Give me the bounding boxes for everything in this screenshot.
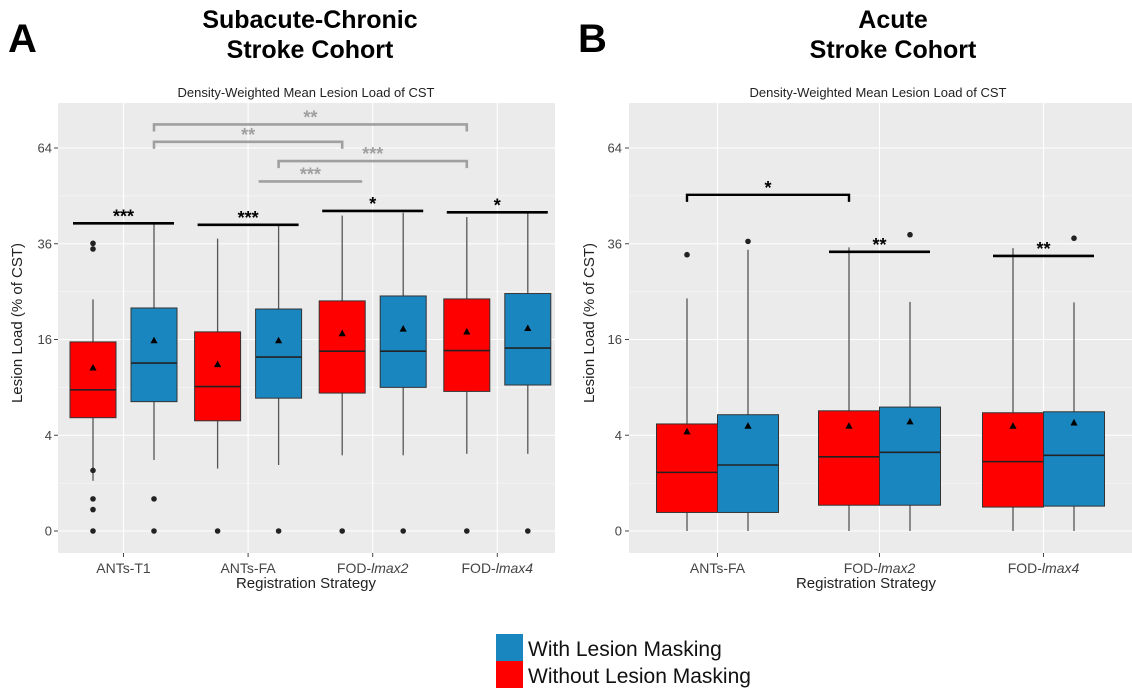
y-tick-label-a: 64 xyxy=(38,141,52,156)
significance-label: ** xyxy=(1036,239,1050,259)
significance-label: * xyxy=(494,195,501,215)
outlier-point xyxy=(1071,235,1077,242)
box-with xyxy=(130,307,178,403)
outlier-point xyxy=(400,528,407,534)
outlier-point xyxy=(151,496,157,502)
box-with xyxy=(717,414,779,513)
mean-marker xyxy=(275,336,283,344)
mean-marker xyxy=(463,327,471,335)
x-tick-label-b: FOD-lmax2 xyxy=(844,560,916,576)
mean-marker xyxy=(89,363,97,371)
outlier-point xyxy=(90,467,96,474)
outlier-point xyxy=(90,240,96,247)
legend-swatch-with xyxy=(496,634,523,661)
plot-title-b: Density-Weighted Mean Lesion Load of CST xyxy=(749,85,1006,100)
mean-marker xyxy=(683,427,691,435)
panel-a: A Subacute-Chronic Stroke Cohort Density… xyxy=(8,6,555,592)
box-with xyxy=(255,308,303,399)
panel-b: B Acute Stroke Cohort Density-Weighted M… xyxy=(578,6,1132,592)
significance-label: *** xyxy=(238,208,259,228)
x-tick-label-b: ANTs-FA xyxy=(690,560,746,576)
y-tick-label-a: 36 xyxy=(38,236,52,251)
box-without xyxy=(443,298,491,392)
mean-marker xyxy=(399,325,407,332)
y-axis-title-b: Lesion Load (% of CST) xyxy=(581,243,598,403)
outlier-point xyxy=(525,528,531,534)
y-tick-label-a: 0 xyxy=(45,524,52,539)
mean-marker xyxy=(906,417,914,425)
cohort-title-a-line1: Subacute-Chronic xyxy=(202,6,417,34)
mean-marker xyxy=(1009,422,1017,429)
significance-bracket xyxy=(152,123,469,132)
mean-marker xyxy=(845,422,853,429)
outlier-point xyxy=(745,238,751,245)
significance-label: *** xyxy=(113,206,134,226)
mean-marker xyxy=(150,336,158,344)
box-without xyxy=(318,300,366,394)
outlier-point xyxy=(90,496,96,502)
x-tick-label-a: ANTs-FA xyxy=(220,560,276,576)
panel-letter-b: B xyxy=(578,17,607,61)
box-without xyxy=(69,341,117,419)
outlier-point xyxy=(464,528,470,534)
significance-bracket xyxy=(277,159,469,169)
y-tick-label-b: 0 xyxy=(615,524,622,539)
significance-label: ** xyxy=(872,235,886,255)
significance-label: *** xyxy=(362,144,383,164)
mean-marker xyxy=(524,324,532,332)
box-without xyxy=(194,331,242,422)
x-axis-title-b: Registration Strategy xyxy=(796,575,937,592)
significance-label: ** xyxy=(303,107,317,127)
legend-label-with: With Lesion Masking xyxy=(528,638,722,661)
x-tick-label-a: ANTs-T1 xyxy=(96,560,151,576)
significance-label: ** xyxy=(241,125,255,145)
outlier-point xyxy=(151,528,157,534)
legend-label-without: Without Lesion Masking xyxy=(528,665,751,688)
mean-marker xyxy=(214,360,222,368)
outlier-point xyxy=(214,528,221,534)
y-tick-label-b: 16 xyxy=(608,332,622,347)
box-with xyxy=(504,293,552,386)
x-tick-label-a: FOD-lmax4 xyxy=(462,560,534,576)
outlier-point xyxy=(339,528,346,534)
legend-swatch-without xyxy=(496,661,523,688)
y-tick-label-b: 36 xyxy=(608,236,622,251)
significance-label: *** xyxy=(300,164,321,184)
significance-label: * xyxy=(764,178,771,198)
significance-label: * xyxy=(369,194,376,214)
plot-title-a: Density-Weighted Mean Lesion Load of CST xyxy=(177,85,434,100)
outlier-point xyxy=(907,231,913,238)
mean-marker xyxy=(1070,418,1078,426)
x-tick-label-b: FOD-lmax4 xyxy=(1008,560,1080,576)
panel-letter-a: A xyxy=(8,17,37,61)
outlier-point xyxy=(275,528,282,534)
outlier-point xyxy=(90,246,96,252)
cohort-title-b-line2: Stroke Cohort xyxy=(810,36,977,64)
box-with xyxy=(1043,411,1105,507)
significance-bracket xyxy=(152,140,344,149)
box-without xyxy=(656,423,718,513)
y-tick-label-b: 4 xyxy=(615,428,622,443)
y-tick-label-a: 16 xyxy=(38,332,52,347)
x-tick-label-a: FOD-lmax2 xyxy=(337,560,409,576)
cohort-title-b-line1: Acute xyxy=(858,6,928,34)
x-axis-title-a: Registration Strategy xyxy=(236,575,377,592)
mean-marker xyxy=(744,422,752,429)
outlier-point xyxy=(90,506,96,513)
y-axis-title-a: Lesion Load (% of CST) xyxy=(9,243,26,403)
significance-bracket xyxy=(685,193,851,202)
mean-marker xyxy=(338,329,346,337)
y-tick-label-b: 64 xyxy=(608,141,622,156)
legend: With Lesion Masking Without Lesion Maski… xyxy=(496,634,751,688)
box-with xyxy=(379,295,427,388)
outlier-point xyxy=(684,251,690,258)
outlier-point xyxy=(90,528,96,534)
y-tick-label-a: 4 xyxy=(45,428,52,443)
cohort-title-a-line2: Stroke Cohort xyxy=(227,36,394,64)
